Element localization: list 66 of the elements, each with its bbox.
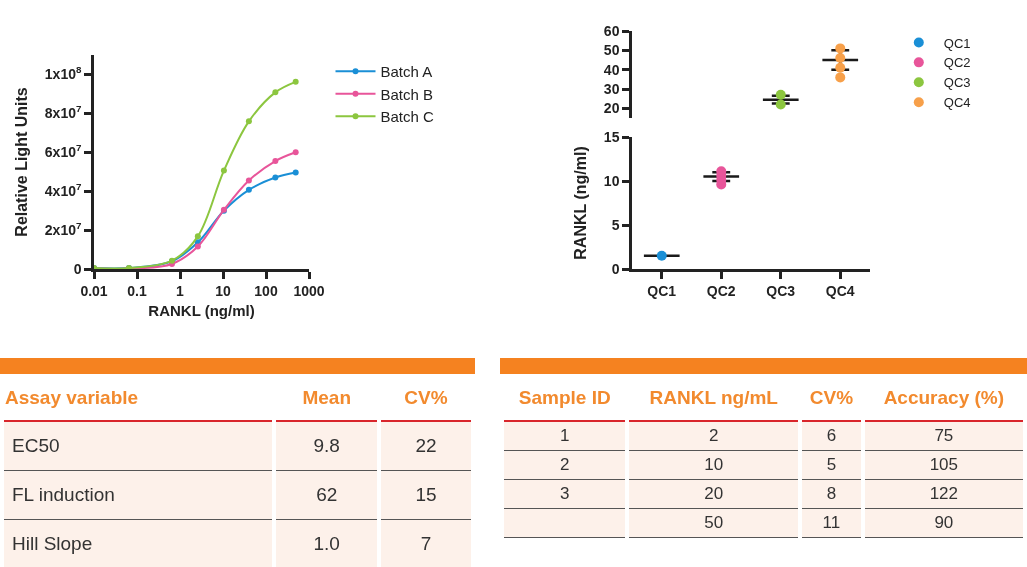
text: 9.8 xyxy=(276,422,377,471)
y-tick-label: 5 xyxy=(611,216,620,233)
text: 10 xyxy=(629,451,799,480)
text: 75 xyxy=(864,422,1023,451)
x-tick-label: QC2 xyxy=(706,282,736,299)
x-tick-label: QC4 xyxy=(825,282,855,299)
y-tick-label: 0 xyxy=(73,260,82,277)
category-label: Sample ID xyxy=(504,376,626,422)
text: 8 xyxy=(802,480,861,509)
text: FL induction xyxy=(4,471,273,520)
x-tick-label: QC3 xyxy=(766,282,796,299)
text: 122 xyxy=(864,480,1023,509)
text: 6 xyxy=(802,422,861,451)
x-tick-label: 1 xyxy=(176,282,185,299)
y-tick-label: 6x10$^{7}$ xyxy=(44,142,82,161)
text: 90 xyxy=(864,509,1023,538)
text: 1.0 xyxy=(276,520,377,567)
legend-label: QC1 xyxy=(943,35,971,51)
text: 1 xyxy=(504,422,626,451)
x-tick-label: 0.1 xyxy=(127,282,147,299)
y-tick-label: 1x10$^{8}$ xyxy=(44,64,82,83)
legend-label: Batch C xyxy=(380,108,435,126)
text: 20 xyxy=(629,480,799,509)
y-tick-label: 20 xyxy=(603,100,620,117)
text: EC50 xyxy=(4,422,273,471)
y-tick-label: 60 xyxy=(603,22,620,39)
x-tick-label: 1000 xyxy=(293,282,325,299)
x-tick-label: QC1 xyxy=(647,282,677,299)
category-label: Accuracy (%) xyxy=(864,376,1023,422)
y-tick-label: 4x10$^{7}$ xyxy=(44,181,82,200)
text: 62 xyxy=(276,471,377,520)
text: 2 xyxy=(504,451,626,480)
text: 2 xyxy=(629,422,799,451)
y-axis-title: Relative Light Units xyxy=(12,87,30,237)
x-tick-label: 0.01 xyxy=(80,282,108,299)
text: 3 xyxy=(504,480,626,509)
category-label: CV% xyxy=(380,376,471,422)
text: 15 xyxy=(380,471,471,520)
category-label: RANKL ng/mL xyxy=(629,376,799,422)
y-tick-label: 0 xyxy=(611,260,620,277)
x-axis-title: RANKL (ng/ml) xyxy=(148,301,255,319)
y-tick-label: 40 xyxy=(603,61,620,78)
y-axis-title: RANKL (ng/ml) xyxy=(571,146,589,260)
y-tick-label: 10 xyxy=(603,172,620,189)
x-tick-label: 10 xyxy=(215,282,231,299)
category-label: Mean xyxy=(276,376,377,422)
text: 105 xyxy=(864,451,1023,480)
text: 5 xyxy=(802,451,861,480)
text: 50 xyxy=(629,509,799,538)
y-tick-label: 30 xyxy=(603,80,620,97)
text: 22 xyxy=(380,422,471,471)
text: 7 xyxy=(380,520,471,567)
y-tick-label: 8x10$^{7}$ xyxy=(44,103,82,122)
text: Hill Slope xyxy=(4,520,273,567)
legend-label: Batch A xyxy=(380,63,433,81)
category-label: CV% xyxy=(802,376,861,422)
text: 11 xyxy=(802,509,861,538)
y-tick-label: 2x10$^{7}$ xyxy=(44,220,82,238)
category-label: Assay variable xyxy=(4,376,273,422)
legend-label: QC4 xyxy=(943,95,971,111)
legend-label: QC3 xyxy=(943,75,971,91)
legend-label: QC2 xyxy=(943,55,971,71)
y-tick-label: 15 xyxy=(603,128,620,145)
legend-label: Batch B xyxy=(380,85,434,103)
x-tick-label: 100 xyxy=(254,282,278,299)
y-tick-label: 50 xyxy=(603,42,620,59)
